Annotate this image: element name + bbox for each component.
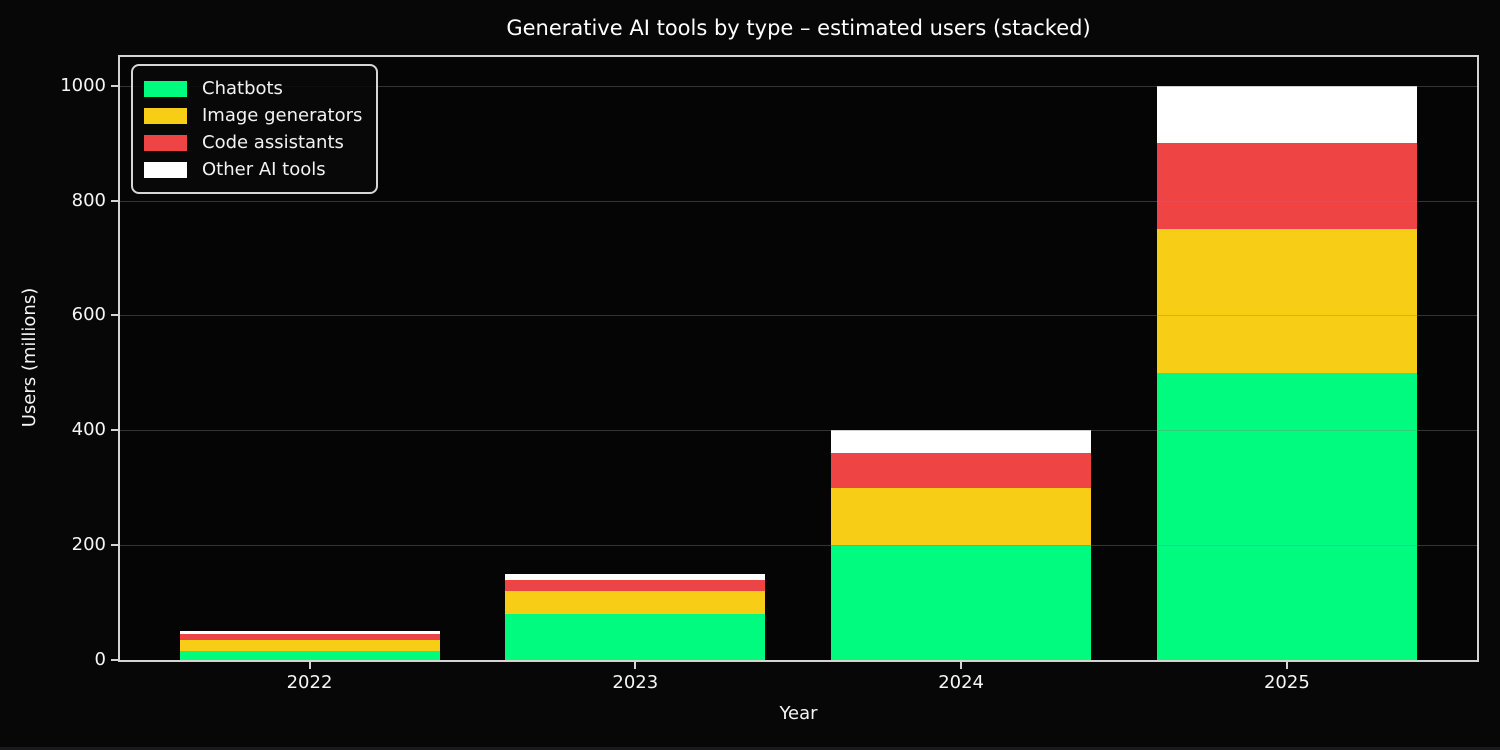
bar-segment-2025-image-generators <box>1156 229 1417 373</box>
x-tick-mark-2024 <box>960 662 963 669</box>
gridline-y-400 <box>120 430 1477 432</box>
y-tick-label-200: 200 <box>71 534 106 556</box>
bar-segment-2022-code-assistants <box>179 634 440 640</box>
y-tick-mark-1000 <box>111 84 118 87</box>
y-tick-mark-200 <box>111 544 118 547</box>
x-tick-mark-2025 <box>1285 662 1288 669</box>
window-bottom-edge <box>0 747 1500 750</box>
legend-item-image-generators: Image generators <box>144 102 362 129</box>
x-tick-label-2023: 2023 <box>612 672 659 693</box>
legend-swatch-icon <box>144 134 187 151</box>
x-tick-mark-2022 <box>308 662 311 669</box>
bar-segment-2025-code-assistants <box>1156 143 1417 230</box>
bar-segment-2022-other-ai-tools <box>179 631 440 635</box>
y-tick-mark-0 <box>111 659 118 661</box>
x-tick-label-2022: 2022 <box>286 672 333 693</box>
x-tick-mark-2023 <box>634 662 637 669</box>
bar-segment-2024-code-assistants <box>831 453 1092 488</box>
bar-segment-2023-chatbots <box>505 614 766 660</box>
bar-segment-2023-image-generators <box>505 591 766 615</box>
legend-label: Image generators <box>202 105 363 126</box>
legend-swatch-icon <box>144 80 187 97</box>
legend-label: Chatbots <box>202 78 283 99</box>
plot-area: Chatbots Image generators Code assistants O… <box>118 55 1479 662</box>
gridline-y-600 <box>120 315 1477 317</box>
x-axis-label: Year <box>779 703 818 724</box>
y-tick-label-0: 0 <box>94 649 106 670</box>
y-tick-label-800: 800 <box>71 189 106 211</box>
bar-segment-2022-image-generators <box>179 639 440 652</box>
chart-title: Generative AI tools by type – estimated … <box>506 16 1091 40</box>
bar-segment-2024-chatbots <box>831 545 1092 660</box>
gridline-y-1000 <box>120 85 1477 87</box>
legend-swatch-icon <box>144 161 187 178</box>
legend-item-other-ai-tools: Other AI tools <box>144 156 362 183</box>
x-tick-label-2025: 2025 <box>1263 672 1310 693</box>
gridline-y-200 <box>120 545 1477 547</box>
legend-label: Other AI tools <box>202 159 326 180</box>
bar-segment-2024-other-ai-tools <box>831 430 1092 454</box>
bar-segment-2023-code-assistants <box>505 579 766 592</box>
y-axis-label: Users (millions) <box>19 287 40 428</box>
y-tick-label-600: 600 <box>71 304 106 326</box>
y-tick-mark-800 <box>111 199 118 202</box>
bar-segment-2025-other-ai-tools <box>1156 85 1417 144</box>
bar-segment-2025-chatbots <box>1156 372 1417 660</box>
bar-segment-2023-other-ai-tools <box>505 573 766 580</box>
bar-segment-2022-chatbots <box>179 651 440 660</box>
legend-item-chatbots: Chatbots <box>144 75 362 102</box>
bar-segment-2024-image-generators <box>831 487 1092 546</box>
legend-label: Code assistants <box>202 132 344 153</box>
legend: Chatbots Image generators Code assistants O… <box>131 64 379 194</box>
legend-swatch-icon <box>144 107 187 124</box>
y-tick-label-400: 400 <box>71 419 106 441</box>
legend-item-code-assistants: Code assistants <box>144 129 362 156</box>
y-tick-mark-400 <box>111 429 118 432</box>
y-tick-mark-600 <box>111 314 118 317</box>
x-tick-label-2024: 2024 <box>938 672 984 693</box>
gridline-y-800 <box>120 200 1477 202</box>
y-tick-label-1000: 1000 <box>60 74 106 96</box>
